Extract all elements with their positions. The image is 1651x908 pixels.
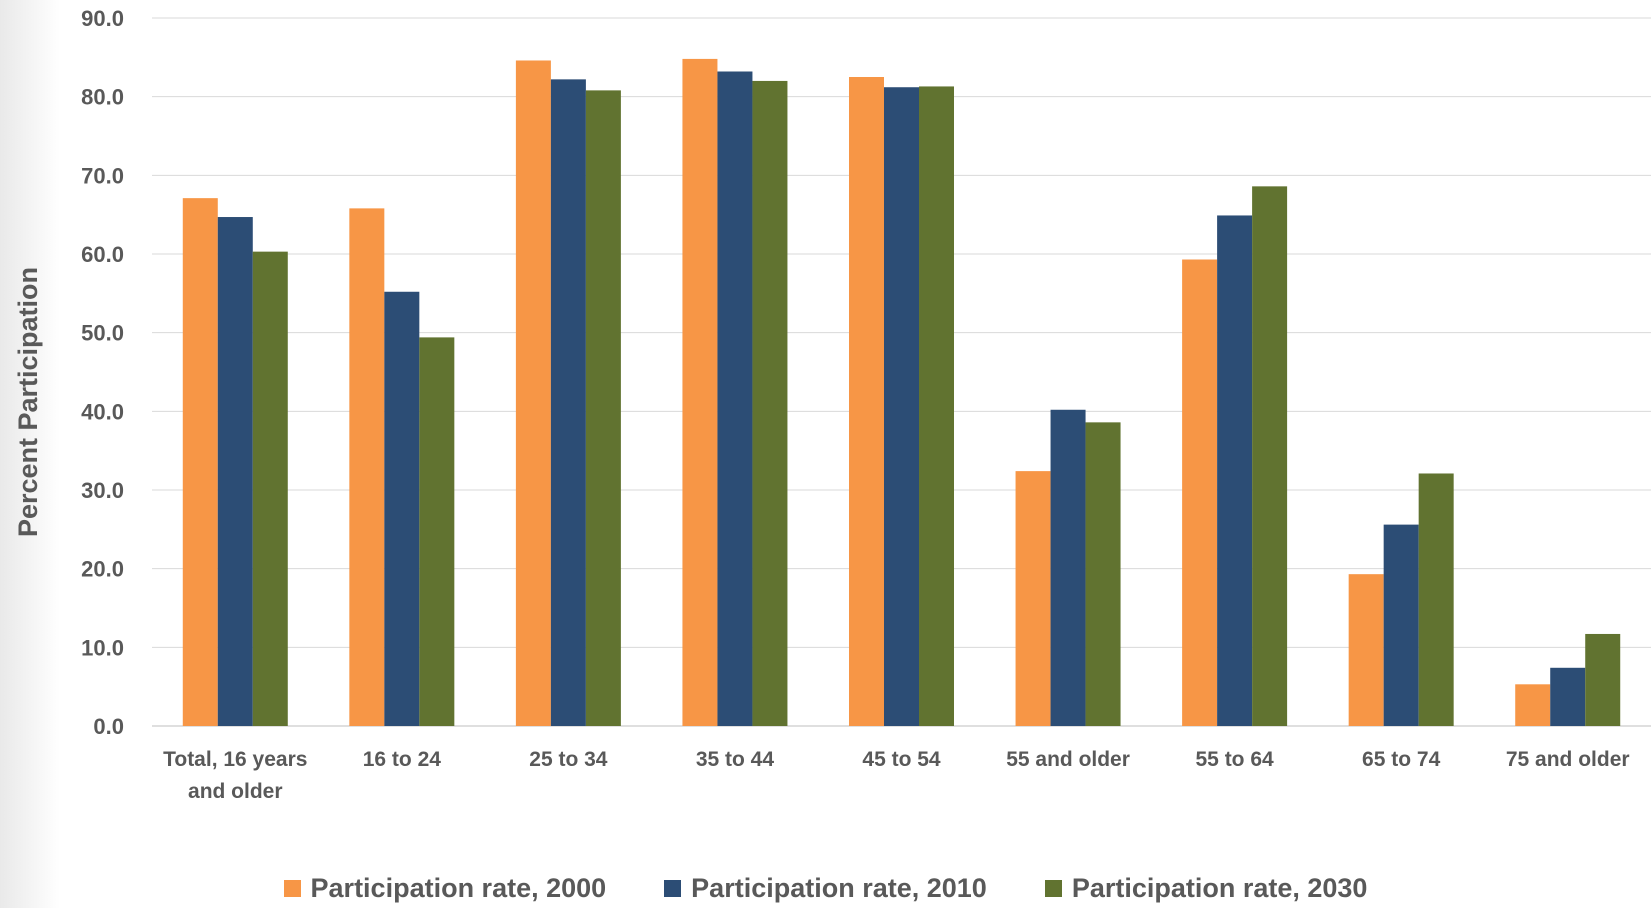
legend-label: Participation rate, 2010 — [691, 872, 987, 903]
x-tick-label: 65 to 74 — [1362, 748, 1441, 771]
bar — [384, 291, 420, 726]
x-tick-label: 45 to 54 — [862, 748, 941, 771]
bar — [717, 71, 753, 726]
bar-chart: Percent Participation 0.0 10.0 20.0 30.0 40.… — [13, 6, 1651, 803]
legend-item: Participation rate, 2010 — [664, 873, 987, 904]
y-tick-label: 50.0 — [81, 321, 124, 346]
y-tick-label: 90.0 — [81, 6, 124, 31]
y-tick-label: 40.0 — [81, 399, 124, 424]
legend: Participation rate, 2000 Participation ra… — [0, 870, 1651, 906]
bar — [419, 337, 455, 726]
bar — [1418, 473, 1454, 726]
x-tick-label: Total, 16 years — [163, 748, 307, 771]
y-tick-label: 60.0 — [81, 242, 124, 267]
bar — [1050, 409, 1086, 726]
bar — [1252, 186, 1288, 726]
x-tick-label: 75 and older — [1506, 748, 1630, 771]
bar — [1015, 471, 1051, 726]
y-tick-label: 10.0 — [81, 635, 124, 660]
x-tick-label: and older — [188, 780, 283, 803]
bar — [752, 80, 788, 726]
y-tick-label: 30.0 — [81, 478, 124, 503]
legend-label: Participation rate, 2000 — [310, 872, 607, 903]
bar — [182, 198, 218, 726]
bar — [849, 77, 884, 726]
x-tick-label: 16 to 24 — [363, 748, 442, 771]
x-tick-label: 35 to 44 — [696, 748, 775, 771]
bar — [252, 251, 288, 726]
y-tick-label: 0.0 — [93, 714, 124, 739]
bar — [682, 58, 718, 726]
legend-item: Participation rate, 2000 — [283, 872, 607, 904]
y-tick-label: 80.0 — [81, 85, 124, 110]
bar — [1085, 422, 1121, 726]
y-tick-label: 20.0 — [81, 557, 124, 582]
x-tick-label: 55 and older — [1006, 748, 1130, 771]
legend-swatch — [1044, 879, 1062, 897]
bar — [585, 90, 621, 726]
bar — [919, 86, 954, 726]
y-tick-labels: 0.0 10.0 20.0 30.0 40.0 50.0 60.0 70.0 80.0 90.0 — [81, 6, 124, 739]
y-axis-title: Percent Participation — [13, 267, 43, 537]
bar — [515, 60, 551, 727]
bar — [1515, 684, 1551, 726]
bar — [550, 79, 586, 727]
legend-label: Participation rate, 2030 — [1071, 872, 1368, 903]
bar — [1348, 574, 1384, 726]
background-fade — [0, 0, 60, 908]
bar — [1550, 667, 1586, 726]
y-tick-label: 70.0 — [81, 163, 124, 188]
legend-swatch — [283, 879, 301, 897]
bar — [1217, 215, 1253, 726]
bars — [182, 58, 1621, 727]
bar — [1182, 259, 1218, 726]
x-tick-label: 55 to 64 — [1196, 748, 1275, 771]
legend-item: Participation rate, 2030 — [1044, 872, 1368, 904]
bar — [217, 217, 253, 726]
x-tick-label: 25 to 34 — [529, 748, 608, 771]
bar — [349, 208, 385, 726]
legend-swatch — [664, 879, 682, 897]
bar — [1585, 633, 1621, 726]
x-tick-labels: Total, 16 years and older 16 to 24 25 to 34… — [163, 748, 1629, 803]
bar — [884, 87, 919, 726]
bar — [1383, 524, 1419, 726]
